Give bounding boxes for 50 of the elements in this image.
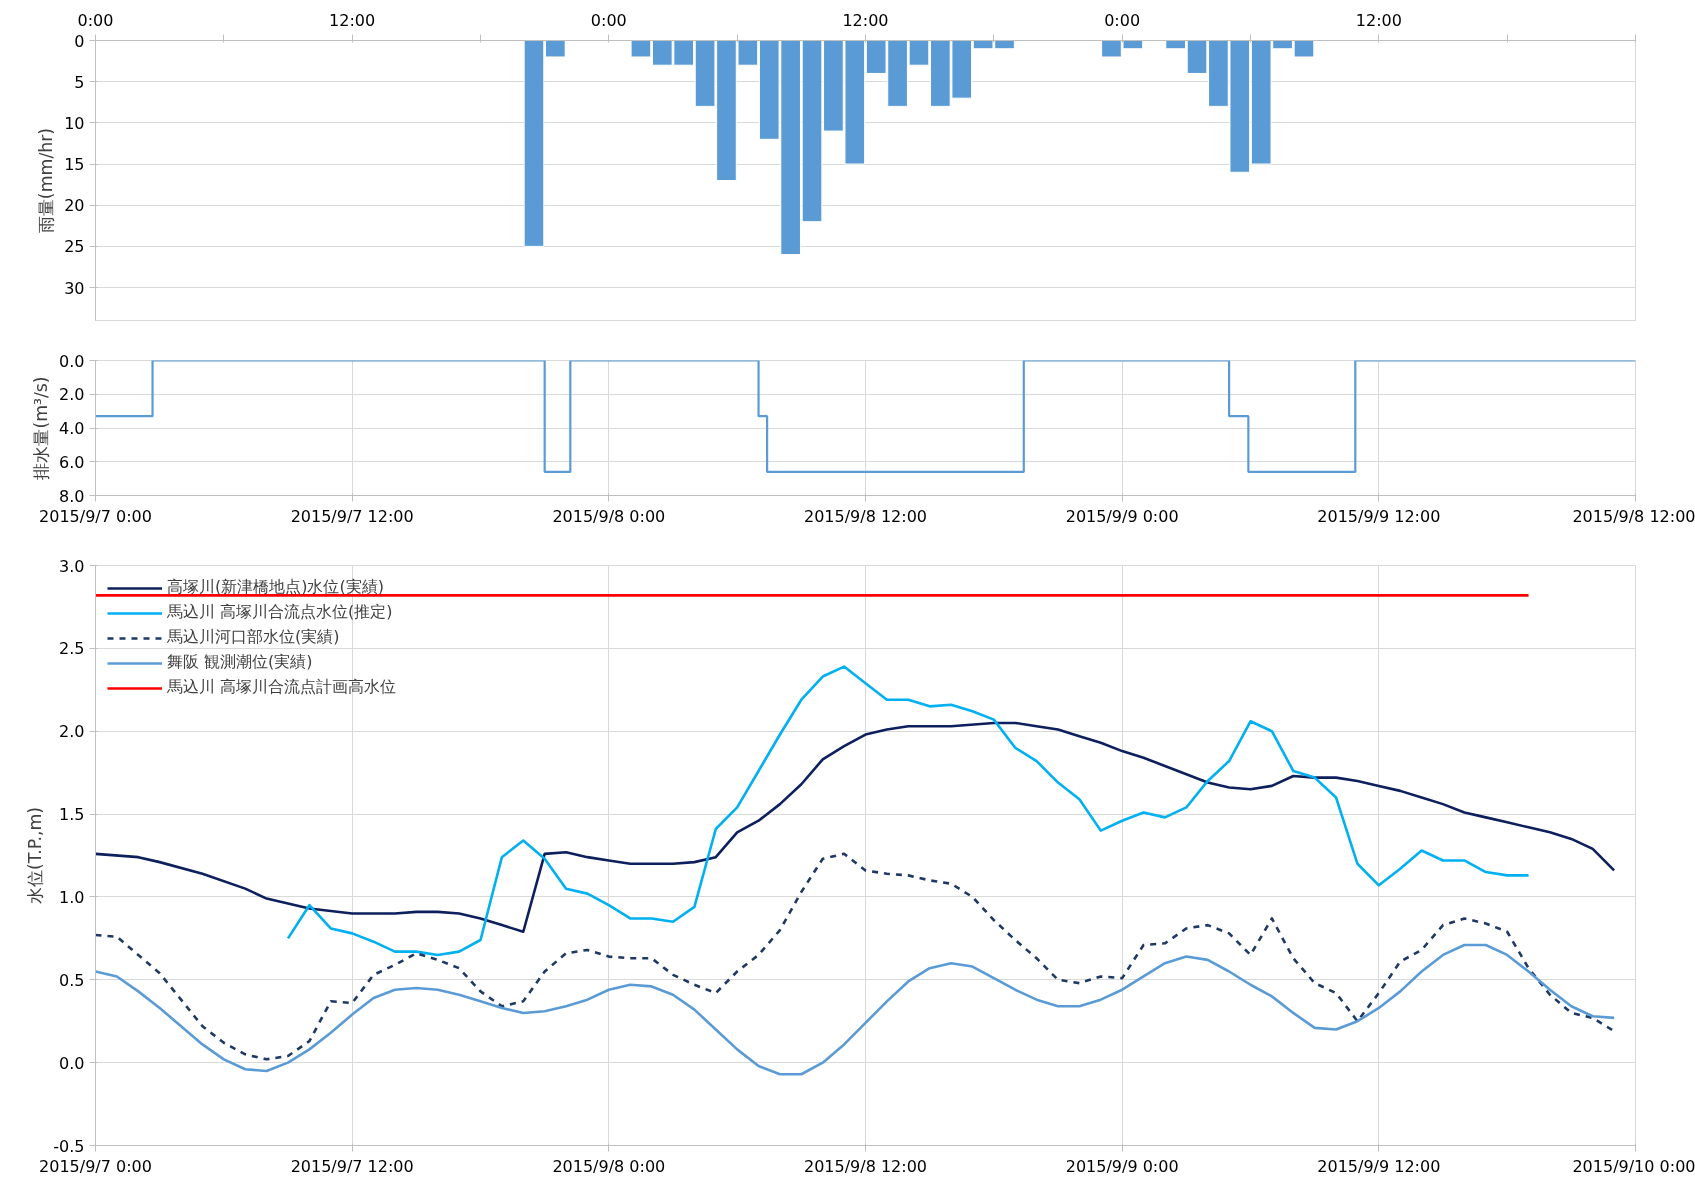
x2-tick-label: 12:00 bbox=[1355, 10, 1402, 30]
x-tick-label: 2015/9/8 0:00 bbox=[552, 506, 666, 526]
x2-tick-label: 0:00 bbox=[590, 10, 627, 30]
x-tick-label: 2015/9/9 0:00 bbox=[1065, 1156, 1179, 1176]
x-tick-label: 2015/9/8 0:00 bbox=[552, 1156, 666, 1176]
y-tick-label: 2.0 bbox=[59, 722, 85, 742]
y-tick-label: 0.0 bbox=[59, 1053, 85, 1073]
y-tick-label: 0 bbox=[74, 31, 85, 51]
x-tick-label: 2015/9/7 0:00 bbox=[39, 506, 152, 526]
y-axis-title: 水位(T.P.,m) bbox=[25, 806, 46, 905]
legend-label: 馬込川河口部水位(実績) bbox=[167, 627, 340, 648]
y-tick-label: 2.0 bbox=[59, 385, 85, 405]
y-axis-title: 雨量(mm/hr) bbox=[36, 127, 57, 234]
x2-tick-label: 0:00 bbox=[77, 10, 114, 30]
x-tick-label: 2015/9/10 0:00 bbox=[1572, 1156, 1695, 1176]
legend-label: 馬込川 高塚川合流点水位(推定) bbox=[167, 602, 393, 623]
y-tick-label: 10 bbox=[64, 113, 85, 133]
y-tick-label: 3.0 bbox=[59, 556, 85, 576]
legend-label: 馬込川 高塚川合流点計画高水位 bbox=[167, 677, 397, 698]
y-tick-label: 0.5 bbox=[59, 970, 85, 990]
y-tick-label: 1.5 bbox=[59, 805, 85, 825]
y-axis-title: 排水量(m³/s) bbox=[31, 376, 52, 480]
legend-label: 舞阪 観測潮位(実績) bbox=[167, 652, 313, 673]
y-tick-label: 20 bbox=[64, 196, 85, 216]
legend-label: 高塚川(新津橋地点)水位(実績) bbox=[167, 577, 384, 598]
x2-tick-label: 12:00 bbox=[329, 10, 376, 30]
x-tick-label: 2015/9/7 12:00 bbox=[290, 1156, 414, 1176]
y-tick-label: 8.0 bbox=[59, 486, 85, 506]
y-tick-label: 4.0 bbox=[59, 419, 85, 438]
x-tick-label: 2015/9/8 12:00 bbox=[803, 1156, 928, 1176]
y-tick-label: 15 bbox=[64, 155, 85, 175]
x-tick-label: 2015/9/8 12:00 bbox=[803, 506, 928, 526]
line-series bbox=[95, 943, 1616, 1076]
y-tick-label: -0.5 bbox=[53, 1136, 85, 1156]
x-tick-label: 2015/9/7 0:00 bbox=[39, 1156, 152, 1176]
y-tick-label: 6.0 bbox=[59, 452, 85, 472]
y-tick-label: 0.0 bbox=[59, 351, 85, 371]
y-tick-label: 25 bbox=[64, 237, 85, 257]
y-tick-label: 1.0 bbox=[59, 887, 85, 907]
y-tick-label: 2.5 bbox=[59, 639, 85, 659]
y-tick-label: 30 bbox=[64, 278, 85, 298]
y-tick-label: 5 bbox=[74, 72, 85, 92]
x-tick-label: 2015/9/9 12:00 bbox=[1317, 1156, 1441, 1176]
line-series bbox=[95, 721, 1616, 934]
x-tick-label: 2015/9/9 12:00 bbox=[1317, 506, 1441, 526]
x-tick-label: 2015/9/8 12:00 bbox=[1572, 506, 1695, 526]
x-tick-label: 2015/9/7 12:00 bbox=[290, 506, 414, 526]
x2-tick-label: 0:00 bbox=[1104, 10, 1141, 30]
x-tick-label: 2015/9/9 0:00 bbox=[1065, 506, 1179, 526]
x2-tick-label: 12:00 bbox=[842, 10, 889, 30]
